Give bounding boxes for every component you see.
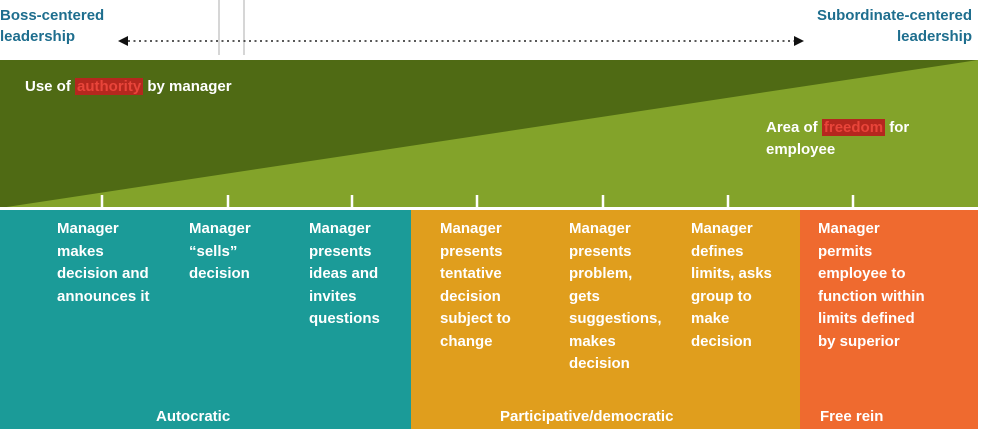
freedom-label: Area of freedom for employee (766, 119, 910, 158)
authority-freedom-triangle (0, 60, 978, 209)
autocratic-label: Autocratic (156, 408, 231, 425)
behavior-column-1: Manager makes decision and announces it (57, 220, 150, 305)
authority-label: Use of authority by manager (25, 78, 232, 95)
participative-zone (411, 210, 800, 429)
boss-centered-label: Boss-centered leadership (0, 7, 105, 45)
subordinate-centered-label: Subordinate-centered leadership (816, 7, 972, 45)
freedom-area (0, 60, 978, 208)
behavior-column-4: Manager presents tentative decision subj… (440, 220, 511, 350)
behavior-column-2: Manager “sells” decision (189, 220, 251, 282)
authority-highlight: authority (75, 78, 144, 95)
arrowhead-right-icon (794, 36, 804, 46)
leadership-continuum-arrow (118, 0, 804, 55)
freedom-highlight: freedom (821, 119, 886, 136)
behavior-column-7: Manager permits employee to function wit… (818, 220, 925, 350)
free-rein-zone (800, 210, 978, 429)
behavior-column-6: Manager defines limits, asks group to ma… (691, 220, 772, 350)
behavior-column-3: Manager presents ideas and invites quest… (309, 220, 380, 327)
arrowhead-left-icon (118, 36, 128, 46)
leadership-behaviors-panel: Manager makes decision and announces it … (0, 210, 984, 429)
free-rein-label: Free rein (820, 408, 884, 425)
behavior-column-5: Manager presents problem, gets suggestio… (569, 220, 662, 372)
participative-label: Participative/democratic (500, 408, 674, 425)
autocratic-zone (0, 210, 411, 429)
